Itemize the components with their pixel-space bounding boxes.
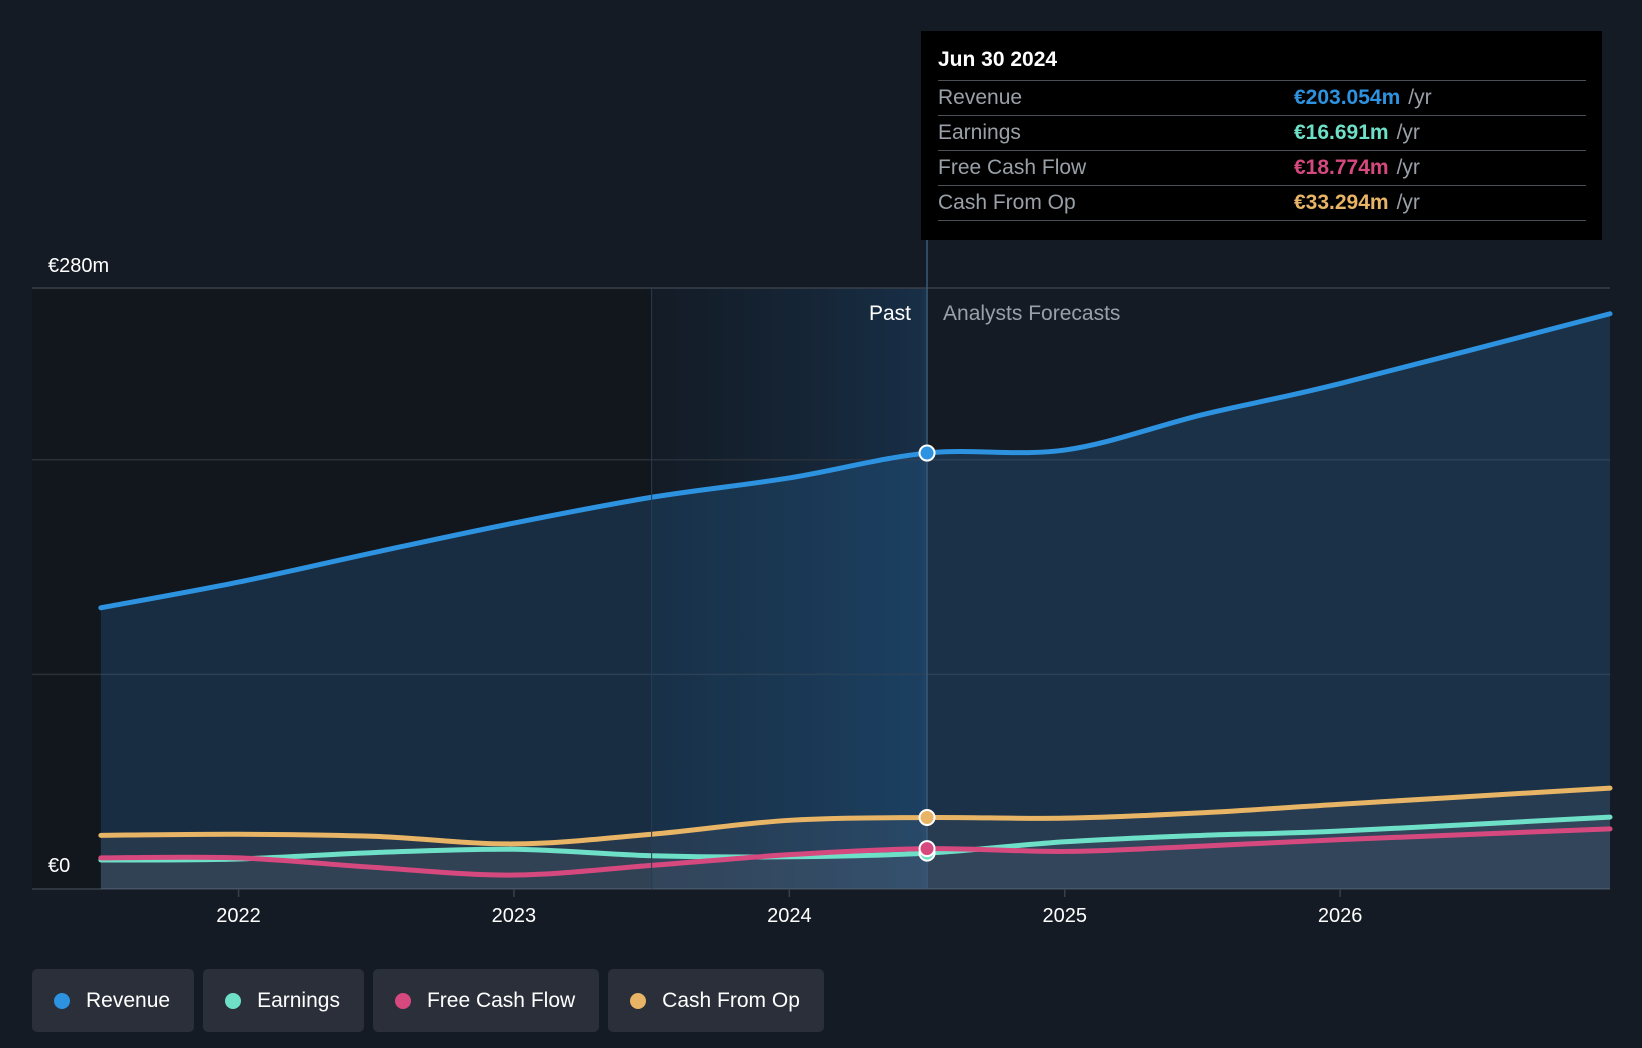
tooltip-row-unit: /yr <box>1396 121 1420 144</box>
cfo-line <box>98 785 1613 847</box>
tooltip-row: Revenue €203.054m/yr <box>938 80 1586 115</box>
x-tick-label-2022: 2022 <box>216 905 261 927</box>
tooltip: Jun 30 2024 Revenue €203.054m/yr Earnings €… <box>921 31 1602 240</box>
tooltip-row: Earnings €16.691m/yr <box>938 115 1586 150</box>
legend-item-revenue[interactable]: Revenue <box>32 969 195 1032</box>
tooltip-row-unit: /yr <box>1396 156 1420 179</box>
tooltip-row-value: €33.294m <box>1294 191 1389 214</box>
fcf-line <box>98 826 1613 878</box>
revenue-line <box>98 311 1613 611</box>
legend-item-free-cash-flow[interactable]: Free Cash Flow <box>372 969 600 1032</box>
legend-label: Revenue <box>86 988 171 1012</box>
legend: Revenue Earnings Free Cash Flow Cash From O… <box>32 969 833 1032</box>
x-tick-label-2025: 2025 <box>1042 905 1087 927</box>
tooltip-row-unit: /yr <box>1408 86 1432 109</box>
x-tick-label-2023: 2023 <box>492 905 537 927</box>
earnings-line <box>98 814 1613 863</box>
chart: €280m €0 Past Analysts Forecasts 2022 2023 202… <box>32 240 1613 927</box>
legend-dot-icon <box>394 992 411 1009</box>
legend-label: Earnings <box>257 988 340 1012</box>
revenue-marker <box>918 444 936 462</box>
tooltip-row-value: €203.054m <box>1294 86 1401 109</box>
tooltip-row-name: Cash From Op <box>938 191 1076 214</box>
tooltip-row-value: €18.774m <box>1294 156 1389 179</box>
fcf-marker <box>918 840 936 858</box>
tooltip-row-value: €16.691m <box>1294 121 1389 144</box>
cfo-marker <box>918 809 936 827</box>
legend-label: Free Cash Flow <box>426 988 576 1012</box>
tooltip-row-name: Revenue <box>938 86 1023 109</box>
revenue-area <box>100 313 1611 889</box>
legend-dot-icon <box>225 992 242 1009</box>
legend-dot-icon <box>54 992 70 1009</box>
tooltip-row-name: Earnings <box>938 121 1021 144</box>
legend-dot-icon <box>630 992 647 1009</box>
past-label: Past <box>869 302 911 325</box>
tooltip-date: Jun 30 2024 <box>938 48 1058 71</box>
tooltip-row: Free Cash Flow €18.774m/yr <box>938 150 1586 185</box>
legend-item-earnings[interactable]: Earnings <box>203 969 364 1032</box>
forecast-label: Analysts Forecasts <box>943 302 1120 325</box>
tooltip-row: Cash From Op €33.294m/yr <box>938 185 1586 221</box>
y-axis-min-label: €0 <box>48 855 70 877</box>
past-shaded-region <box>651 288 928 889</box>
legend-label: Cash From Op <box>662 988 800 1012</box>
tooltip-row-name: Free Cash Flow <box>938 156 1087 179</box>
x-tick-label-2026: 2026 <box>1318 905 1363 927</box>
y-axis-max-label: €280m <box>48 255 109 277</box>
x-tick-label-2024: 2024 <box>767 905 812 927</box>
legend-item-cash-from-op[interactable]: Cash From Op <box>608 969 824 1032</box>
tooltip-row-unit: /yr <box>1396 191 1420 214</box>
